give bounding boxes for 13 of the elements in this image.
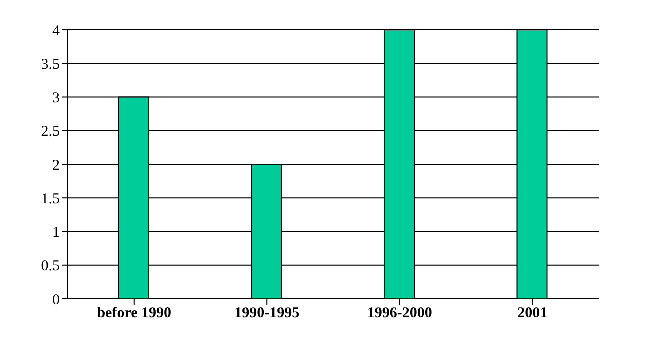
- x-tick-label: 1996-2000: [367, 306, 432, 322]
- y-tick-label: 0.5: [41, 258, 60, 275]
- y-tick-label: 1.5: [41, 191, 60, 208]
- x-tick-label: before 1990: [97, 306, 172, 322]
- y-tick-label: 2.5: [41, 124, 60, 140]
- y-tick-label: 2: [52, 158, 60, 174]
- x-tick-label: 1990-1995: [234, 306, 300, 322]
- y-tick-label: 4: [52, 23, 60, 40]
- y-tick-label: 1: [52, 225, 60, 242]
- y-tick-label: 0: [52, 292, 60, 308]
- x-tick-label: 2001: [518, 306, 548, 322]
- y-tick-label: 3: [52, 90, 60, 107]
- y-tick-label: 3.5: [41, 56, 60, 73]
